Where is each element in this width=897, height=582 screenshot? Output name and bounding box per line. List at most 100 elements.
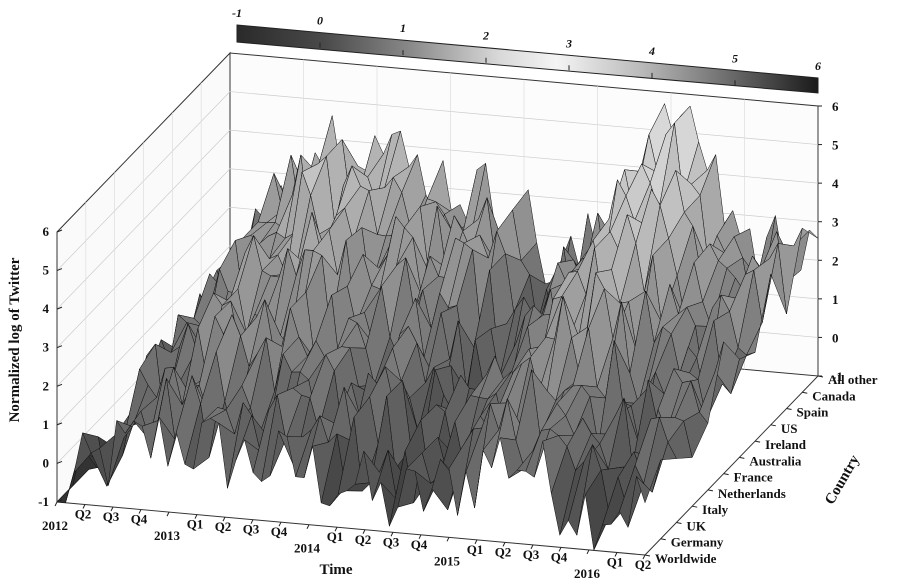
- country-tick-label: All other: [828, 372, 878, 387]
- time-axis-ticks: 2012 Q2 Q3 Q4 2013 Q1 Q2 Q3 Q4 2014 Q1 Q2 Q3 Q4 2015 Q1…: [42, 501, 652, 581]
- country-tick-mark: [770, 424, 776, 427]
- time-tick-mark: [530, 544, 534, 550]
- z-tick-label: 4: [832, 176, 839, 191]
- time-tick-mark: [558, 547, 562, 552]
- time-tick-quarter: Q1: [467, 542, 484, 557]
- time-tick-mark: [166, 511, 170, 517]
- z-tick-label: 4: [43, 301, 50, 316]
- z-tick-label: -1: [38, 494, 49, 509]
- colorbar-ticks: -1 0 1 2 3 4 5 6: [232, 6, 821, 93]
- country-tick-label: France: [734, 470, 773, 485]
- z-tick-mark: [56, 306, 63, 310]
- axis-line: [644, 375, 819, 556]
- country-tick-mark: [644, 554, 651, 557]
- z-tick-mark: [56, 345, 63, 349]
- colorbar-tick-label: -1: [232, 6, 242, 20]
- time-tick-year: 2015: [434, 553, 461, 568]
- z-tick-mark: [56, 268, 63, 272]
- colorbar-tick-label: 2: [482, 29, 489, 43]
- z-tick-mark: [56, 229, 63, 233]
- time-tick-mark: [194, 514, 198, 519]
- z-tick-mark: [56, 383, 63, 387]
- z-tick-label: 1: [832, 292, 839, 307]
- colorbar-tick-label: 5: [732, 51, 738, 65]
- country-tick-label: Canada: [812, 388, 856, 403]
- time-tick-quarter: Q3: [523, 547, 540, 562]
- time-tick-quarter: Q4: [131, 512, 148, 527]
- axis-line: [56, 501, 646, 556]
- time-tick-mark: [334, 527, 338, 532]
- colorbar-tick-label: 3: [565, 36, 572, 50]
- country-tick-mark: [817, 375, 824, 378]
- z-tick-mark: [56, 422, 63, 426]
- time-tick-mark: [278, 521, 282, 527]
- colorbar-tick-label: 4: [648, 44, 655, 58]
- country-tick-mark: [723, 473, 729, 476]
- z-tick-label: 6: [832, 99, 839, 114]
- z-tick-label: 1: [43, 417, 50, 432]
- z-tick-mark: [56, 460, 63, 464]
- country-tick-mark: [739, 456, 745, 459]
- country-tick-label: Worldwide: [655, 551, 717, 566]
- z-tick-label: 0: [43, 455, 50, 470]
- country-tick-mark: [802, 391, 808, 394]
- country-tick-label: Spain: [797, 405, 830, 420]
- time-tick-mark: [474, 539, 478, 545]
- z-tick-mark: [56, 499, 63, 503]
- country-tick-label: Ireland: [765, 437, 807, 452]
- country-tick-label: US: [781, 421, 798, 436]
- colorbar-tick-label: 0: [317, 14, 323, 28]
- z-axis-label: Normalized log of Twitter: [7, 257, 23, 422]
- time-tick-mark: [362, 529, 366, 534]
- country-tick-label: UK: [686, 518, 706, 533]
- time-tick-quarter: Q2: [635, 557, 652, 572]
- time-tick-mark: [446, 537, 450, 542]
- z-tick-label: 5: [43, 263, 50, 278]
- time-tick-mark: [222, 516, 226, 522]
- z-tick-label: 0: [832, 330, 839, 345]
- time-tick-year: 2013: [154, 528, 181, 543]
- time-tick-quarter: Q1: [187, 517, 204, 532]
- z-tick-label: 2: [43, 378, 50, 393]
- time-tick-quarter: Q3: [383, 534, 400, 549]
- colorbar-tick-label: 1: [400, 21, 406, 35]
- colorbar-tick-label: 6: [815, 59, 821, 73]
- time-tick-quarter: Q3: [103, 509, 120, 524]
- time-tick-mark: [418, 534, 422, 540]
- time-tick-quarter: Q1: [607, 554, 624, 569]
- time-tick-quarter: Q3: [243, 522, 260, 537]
- time-tick-quarter: Q2: [355, 532, 372, 547]
- time-tick-quarter: Q2: [495, 544, 512, 559]
- time-tick-year: 2014: [294, 541, 321, 556]
- country-tick-mark: [692, 505, 698, 508]
- time-tick-mark: [54, 501, 58, 507]
- time-tick-mark: [586, 549, 590, 555]
- time-tick-mark: [306, 524, 310, 529]
- time-tick-quarter: Q4: [271, 524, 288, 539]
- y-axis-label: Country: [822, 452, 863, 507]
- time-tick-year: 2012: [42, 518, 68, 533]
- time-tick-quarter: Q1: [327, 529, 344, 544]
- country-tick-mark: [676, 521, 682, 524]
- z-tick-label: 6: [43, 224, 50, 239]
- surface: [56, 103, 819, 551]
- country-tick-label: Australia: [749, 453, 802, 468]
- time-tick-mark: [642, 554, 646, 560]
- time-tick-mark: [250, 519, 254, 524]
- surface-patch: [636, 459, 661, 504]
- z-tick-label: 3: [43, 340, 50, 355]
- country-tick-label: Italy: [702, 502, 729, 517]
- z-axis-ticks-right: -1 0 1 2 3 4 5 6: [818, 99, 843, 384]
- time-tick-year: 2016: [574, 566, 601, 581]
- z-tick-label: -1: [832, 369, 843, 384]
- country-tick-mark: [707, 489, 714, 492]
- z-tick-label: 5: [832, 138, 839, 153]
- time-tick-quarter: Q2: [75, 507, 92, 522]
- country-tick-label: Germany: [671, 535, 724, 550]
- time-tick-quarter: Q4: [411, 537, 428, 552]
- time-tick-mark: [390, 532, 394, 537]
- colorbar: -1 0 1 2 3 4 5 6: [232, 6, 821, 94]
- time-tick-mark: [614, 552, 618, 557]
